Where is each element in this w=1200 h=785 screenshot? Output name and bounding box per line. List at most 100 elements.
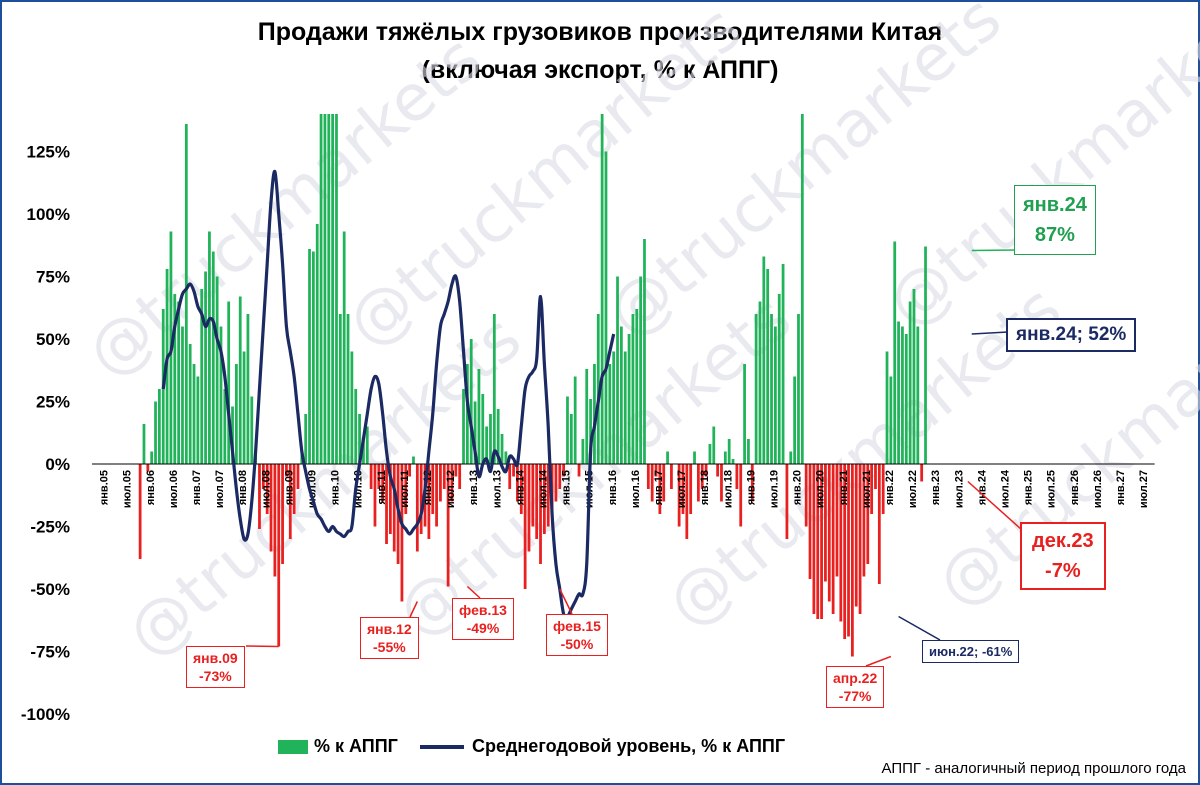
bar [635, 309, 639, 464]
x-tick-label: июл.21 [861, 470, 873, 508]
x-tick-label: янв.19 [745, 470, 757, 505]
x-tick-label: июл.11 [399, 470, 411, 508]
bar [596, 314, 600, 464]
x-tick-label: янв.10 [330, 470, 342, 505]
x-tick-label: июл.14 [537, 469, 549, 508]
bar [231, 406, 234, 464]
annotation-leader [559, 588, 573, 615]
bar [184, 124, 188, 464]
bar [211, 251, 215, 464]
bar [177, 301, 181, 464]
series-line [161, 169, 616, 619]
bar [862, 464, 866, 577]
annotation-jan12-label: янв.12 [367, 621, 412, 637]
bar [743, 364, 746, 464]
bar [785, 464, 789, 539]
annotation-dec23-label: дек.23 [1032, 530, 1094, 552]
bar [616, 276, 619, 464]
bar [881, 464, 885, 514]
bar [558, 464, 562, 489]
legend-line: Среднегодовой уровень, % к АППГ [420, 736, 785, 757]
annotation-feb13-value: -49% [466, 620, 500, 636]
bar [288, 464, 292, 539]
bar [608, 364, 612, 464]
bar [546, 464, 550, 527]
y-tick-label: 50% [36, 330, 70, 349]
legend-line-swatch [420, 744, 464, 749]
bar [731, 459, 735, 464]
bar [708, 444, 712, 464]
bar [808, 464, 812, 579]
bar [496, 409, 500, 464]
bar [750, 464, 754, 502]
bar [504, 451, 508, 464]
bar [281, 464, 284, 564]
bar [142, 424, 146, 464]
legend-bars-label: % к АППГ [314, 736, 398, 756]
bar [215, 276, 219, 464]
bar [781, 264, 785, 464]
annotation-feb15-label: фев.15 [553, 618, 601, 634]
bar [469, 339, 473, 464]
bar [535, 464, 539, 539]
bar [600, 114, 604, 464]
bar [258, 464, 261, 529]
bar [908, 301, 912, 464]
bar [516, 464, 519, 502]
bar [381, 464, 385, 502]
bar [481, 394, 485, 464]
annotation-leader [245, 645, 279, 648]
bar [315, 224, 319, 464]
x-tick-label: янв.17 [653, 470, 665, 505]
bar [712, 426, 716, 464]
bar [261, 464, 265, 489]
bar [485, 426, 489, 464]
legend-line-label: Среднегодовой уровень, % к АППГ [472, 736, 786, 756]
bar [508, 464, 512, 489]
x-tick-label: июл.07 [214, 470, 226, 508]
bar [850, 464, 854, 657]
bar [265, 464, 269, 514]
annotation-apr22: апр.22 -77% [826, 666, 885, 708]
bar [335, 114, 338, 464]
x-tick-label: янв.24 [976, 469, 988, 505]
bar [192, 364, 196, 464]
x-tick-label: янв.14 [514, 469, 526, 505]
bar [754, 314, 758, 464]
x-tick-label: июл.27 [1138, 470, 1150, 508]
bar [920, 464, 924, 482]
annotation-jun22-label: июн.22; -61% [929, 644, 1013, 659]
bar [346, 314, 350, 464]
bar [566, 396, 569, 464]
y-tick-label: -50% [30, 580, 70, 599]
x-tick-label: июл.05 [122, 470, 134, 508]
x-tick-label: янв.15 [561, 470, 573, 505]
bar [901, 326, 904, 464]
bar [519, 464, 523, 514]
bar [585, 369, 589, 464]
x-tick-label: янв.20 [792, 470, 804, 505]
bar [542, 464, 546, 534]
bar [392, 464, 396, 552]
bar [462, 389, 465, 464]
bar [150, 451, 154, 464]
x-tick-label: июл.24 [999, 469, 1011, 508]
bar [866, 464, 870, 564]
y-tick-label: 0% [45, 455, 70, 474]
bar [219, 326, 223, 464]
bar [246, 314, 250, 464]
x-tick-label: янв.16 [607, 470, 619, 505]
bar [804, 464, 808, 527]
bar [658, 464, 662, 514]
bar [716, 464, 720, 477]
annotation-apr22-value: -77% [838, 688, 872, 704]
legend-bar-swatch [278, 739, 308, 754]
bar [770, 314, 773, 464]
annotation-leader [971, 331, 1009, 335]
chart-title: Продажи тяжёлых грузовиков производителя… [257, 18, 943, 46]
bar [277, 464, 281, 647]
bar [758, 301, 762, 464]
x-tick-label: июл.20 [815, 470, 827, 508]
x-tick-label: янв.13 [468, 470, 480, 505]
annotation-feb13-label: фев.13 [459, 602, 507, 618]
